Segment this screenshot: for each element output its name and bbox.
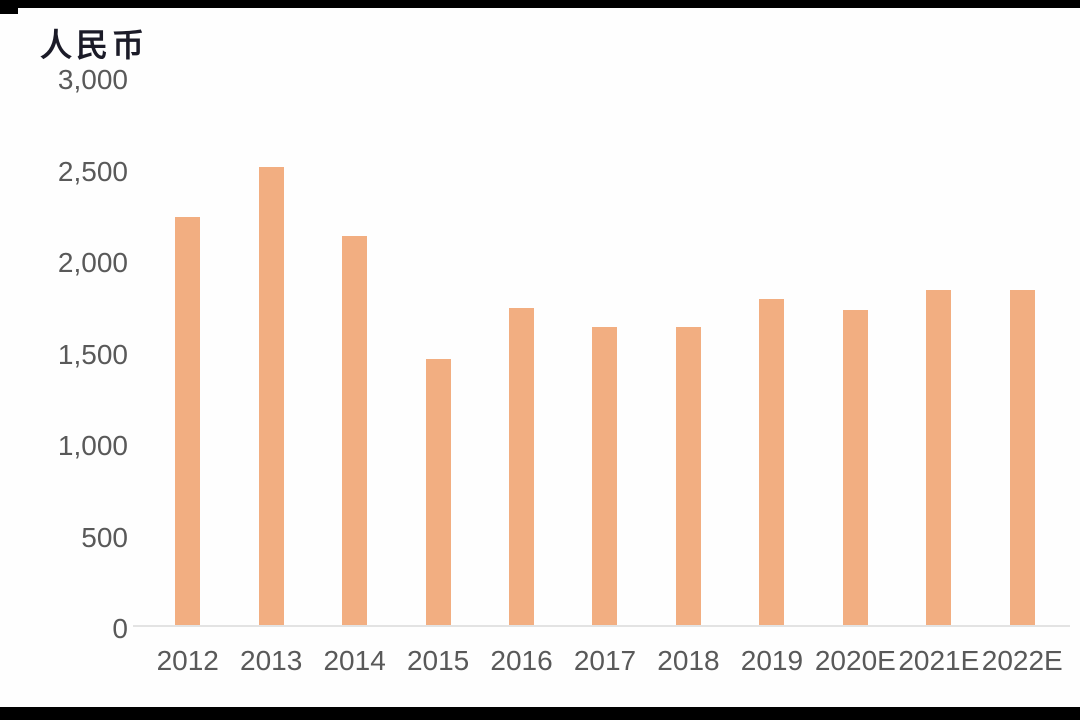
bar-2020E (842, 310, 868, 627)
bar-band-2017 (563, 81, 646, 627)
bar-2018 (675, 327, 701, 627)
bar-band-2016 (480, 81, 563, 627)
x-tick-label-2018: 2018 (657, 645, 720, 676)
x-tick-label-2014: 2014 (323, 645, 386, 676)
bar-band-2014 (313, 81, 396, 627)
x-axis-line (133, 625, 1070, 627)
top-left-border-notch (0, 0, 18, 14)
bar-2014 (342, 236, 368, 627)
bar-band-2013 (229, 81, 312, 627)
bar-2021E (926, 290, 952, 627)
x-tick-label-2012: 2012 (156, 645, 219, 676)
y-tick-label: 2,000 (57, 247, 128, 278)
bar-band-2019 (730, 81, 813, 627)
x-axis-labels: 2012 2013 2014 2015 2016 2017 2018 2019 2020E 202… (146, 645, 1064, 677)
x-tick-label-2020E: 2020E (814, 645, 896, 676)
bar-2016 (509, 308, 535, 627)
bar-2013 (258, 167, 284, 627)
x-tick-label-2017: 2017 (573, 645, 637, 676)
y-axis-labels: 3,000 2,500 2,000 1,500 1,000 500 0 (10, 66, 128, 643)
y-tick-label: 2,500 (57, 155, 128, 187)
bar-band-2015 (396, 81, 479, 627)
bar-band-2022E (981, 81, 1064, 627)
x-tick-label-2015: 2015 (406, 645, 470, 676)
bar-2022E (1009, 290, 1035, 627)
bar-2012 (175, 217, 201, 627)
bar-2019 (759, 299, 785, 627)
bar-band-2020E (814, 81, 897, 627)
y-tick-label: 1,500 (57, 338, 128, 370)
plot-area (146, 81, 1064, 627)
x-tick-label-2013: 2013 (240, 645, 303, 676)
y-tick-label: 500 (81, 521, 128, 553)
bar-2015 (425, 359, 451, 627)
bar-band-2012 (146, 81, 229, 627)
y-axis-unit-title: 人民币 (40, 27, 149, 63)
y-tick-label: 1,000 (57, 430, 128, 461)
y-tick-label: 0 (112, 613, 128, 644)
x-tick-label-2016: 2016 (490, 645, 553, 676)
bar-band-2021E (897, 81, 980, 627)
bottom-border-bar (0, 707, 1080, 720)
top-border-bar (0, 0, 1080, 8)
x-tick-label-2022E: 2022E (981, 645, 1063, 676)
y-tick-label: 3,000 (57, 64, 128, 95)
bar-band-2018 (647, 81, 730, 627)
x-tick-label-2019: 2019 (740, 645, 804, 676)
x-tick-label-2021E: 2021E (898, 645, 980, 676)
bar-2017 (592, 327, 618, 627)
